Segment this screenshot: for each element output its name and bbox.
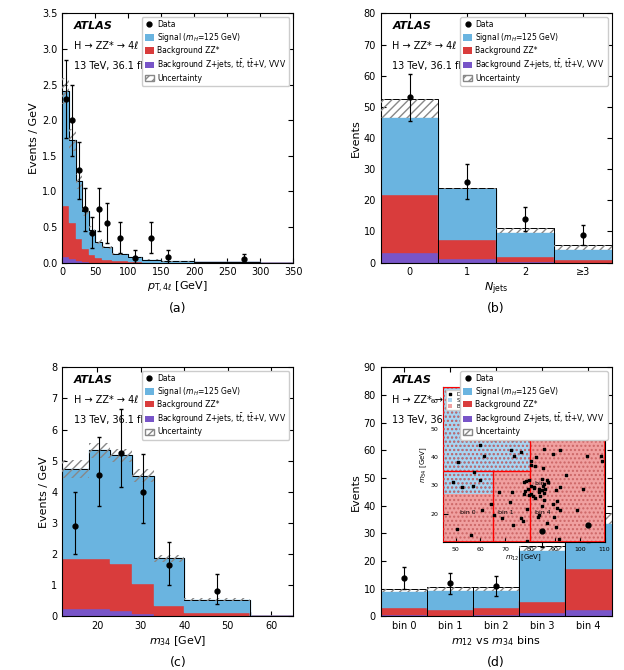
Text: H → ZZ* → 4ℓ: H → ZZ* → 4ℓ	[74, 41, 138, 51]
Bar	[62, 460, 89, 478]
Bar	[129, 257, 142, 258]
Bar	[89, 443, 110, 458]
Text: (d): (d)	[487, 656, 505, 669]
Y-axis label: Events / GeV: Events / GeV	[29, 102, 39, 174]
Bar	[519, 546, 565, 551]
X-axis label: $m_{12}$ vs $m_{34}$ bins: $m_{12}$ vs $m_{34}$ bins	[451, 634, 541, 648]
Text: (c): (c)	[169, 656, 186, 669]
Bar	[439, 188, 496, 190]
Bar	[496, 228, 554, 233]
Bar	[82, 206, 89, 216]
X-axis label: $N_{\mathrm{jets}}$: $N_{\mathrm{jets}}$	[484, 280, 508, 297]
Text: 13 TeV, 36.1 fb⁻¹: 13 TeV, 36.1 fb⁻¹	[392, 415, 474, 425]
Legend: Data, Signal ($m_H$=125 GeV), Background ZZ*, Background Z+jets, t$\bar{t}$, t$\: Data, Signal ($m_H$=125 GeV), Background…	[461, 17, 608, 86]
Text: 13 TeV, 36.1 fb⁻¹: 13 TeV, 36.1 fb⁻¹	[74, 61, 155, 71]
Y-axis label: Events: Events	[351, 473, 361, 511]
Text: ATLAS: ATLAS	[392, 375, 431, 385]
Bar	[62, 78, 69, 104]
Bar	[154, 555, 184, 562]
Bar	[132, 470, 154, 482]
Bar	[381, 589, 427, 592]
Text: (b): (b)	[487, 302, 505, 316]
Legend: Data, Signal ($m_H$=125 GeV), Background ZZ*, Background Z+jets, t$\bar{t}$, t$\: Data, Signal ($m_H$=125 GeV), Background…	[142, 17, 290, 86]
Bar	[69, 129, 76, 151]
X-axis label: $m_{34}$ [GeV]: $m_{34}$ [GeV]	[149, 634, 207, 648]
Text: 13 TeV, 36.1 fb⁻¹: 13 TeV, 36.1 fb⁻¹	[392, 61, 474, 71]
Legend: Data, Signal ($m_H$=125 GeV), Background ZZ*, Background Z+jets, t$\bar{t}$, t$\: Data, Signal ($m_H$=125 GeV), Background…	[461, 371, 608, 440]
Y-axis label: Events / GeV: Events / GeV	[39, 456, 49, 528]
Text: (a): (a)	[169, 302, 187, 316]
Bar	[565, 513, 612, 524]
Text: H → ZZ* → 4ℓ: H → ZZ* → 4ℓ	[392, 41, 457, 51]
Bar	[102, 246, 112, 249]
Text: H → ZZ* → 4ℓ: H → ZZ* → 4ℓ	[392, 395, 457, 405]
Bar	[112, 253, 129, 255]
Y-axis label: Events: Events	[351, 119, 361, 157]
X-axis label: $p_{\mathrm{T},4\ell}$ [GeV]: $p_{\mathrm{T},4\ell}$ [GeV]	[147, 280, 208, 295]
Text: H → ZZ* → 4ℓ: H → ZZ* → 4ℓ	[74, 395, 138, 405]
Text: ATLAS: ATLAS	[392, 21, 431, 31]
Bar	[110, 448, 132, 462]
Text: ATLAS: ATLAS	[74, 21, 113, 31]
Bar	[95, 239, 102, 244]
Legend: Data, Signal ($m_H$=125 GeV), Background ZZ*, Background Z+jets, t$\bar{t}$, t$\: Data, Signal ($m_H$=125 GeV), Background…	[142, 371, 290, 440]
Bar	[381, 99, 439, 118]
Text: 13 TeV, 36.1 fb⁻¹: 13 TeV, 36.1 fb⁻¹	[74, 415, 155, 425]
Bar	[427, 588, 473, 592]
Text: ATLAS: ATLAS	[74, 375, 113, 385]
Bar	[554, 245, 612, 251]
Bar	[76, 174, 82, 188]
Bar	[142, 259, 161, 260]
Bar	[473, 588, 519, 591]
Bar	[184, 598, 250, 602]
Bar	[89, 226, 95, 233]
